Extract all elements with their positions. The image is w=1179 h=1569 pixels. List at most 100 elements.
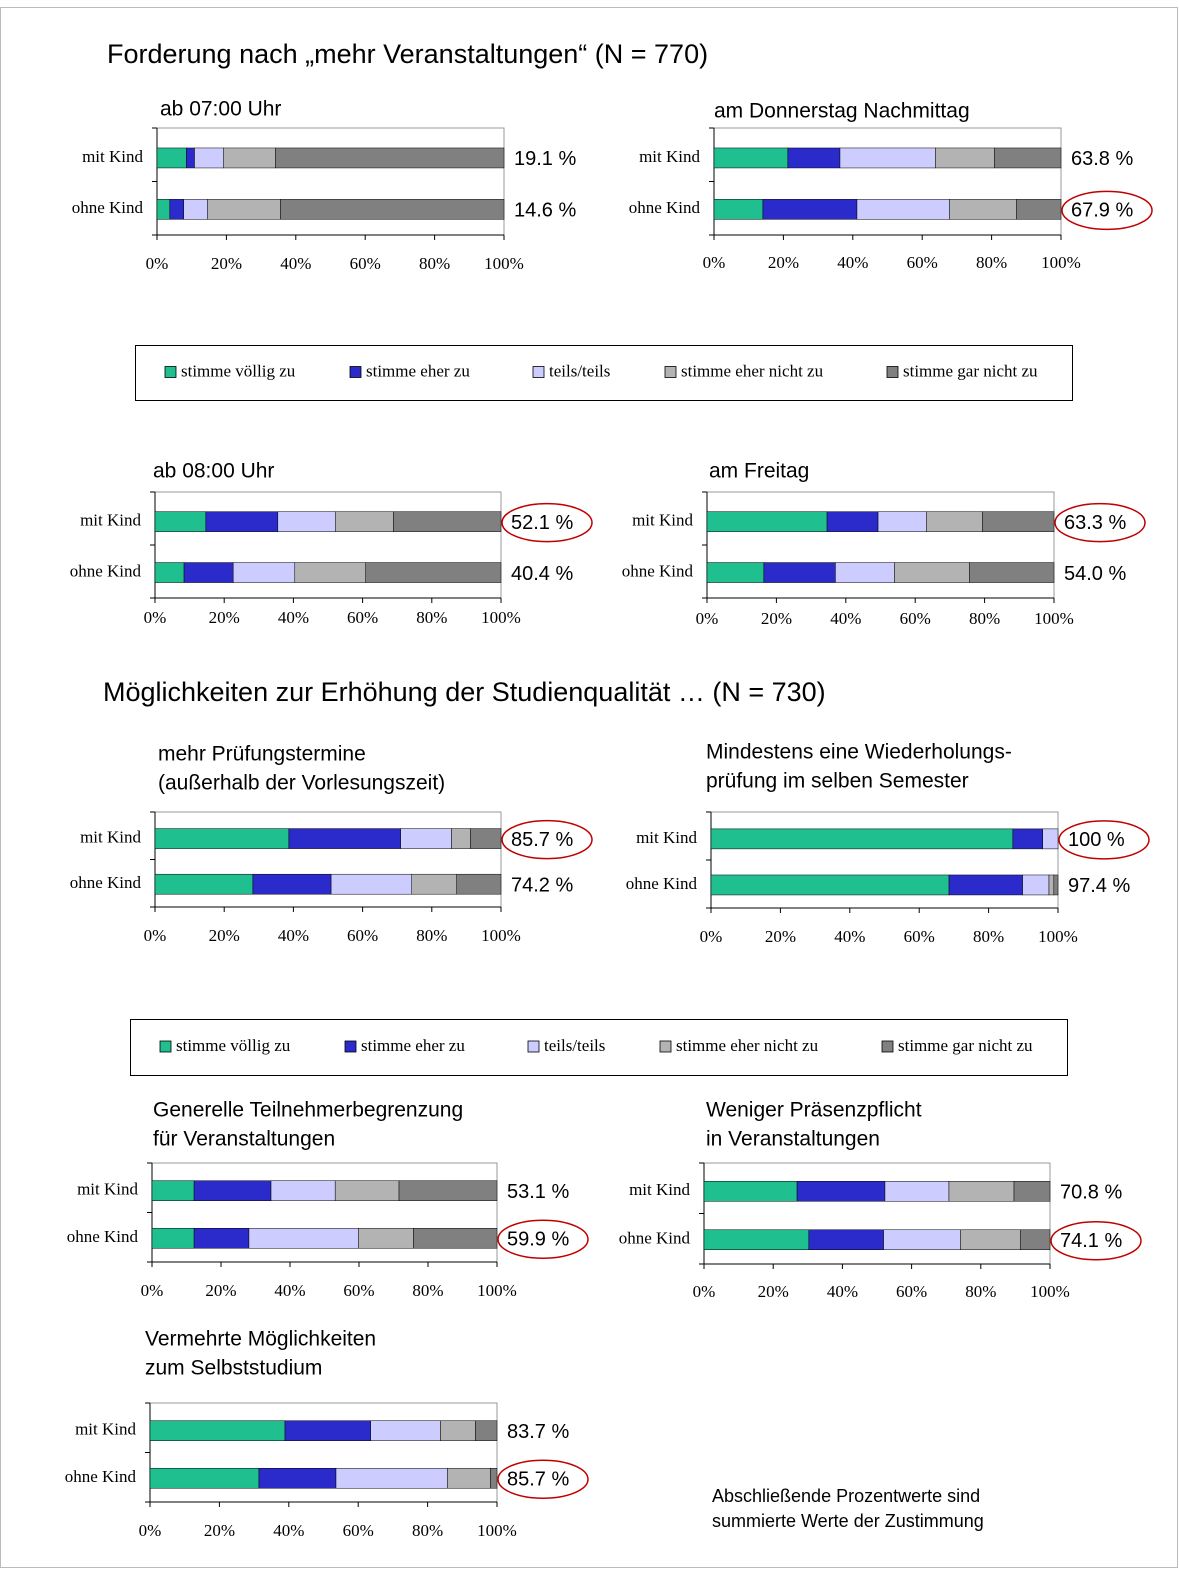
x-tick-label: 100% — [1034, 609, 1074, 628]
x-tick-label: 40% — [837, 253, 868, 272]
x-tick-label: 20% — [761, 609, 792, 628]
bar-segment — [223, 147, 276, 169]
x-tick-label: 100% — [1038, 927, 1078, 946]
bar-segment — [713, 199, 764, 220]
bar-segment — [277, 511, 336, 532]
x-tick-label: 80% — [969, 609, 1000, 628]
bar-segment — [258, 1467, 337, 1489]
x-tick-label: 80% — [976, 253, 1007, 272]
bar-segment — [856, 199, 950, 220]
legend-label: stimme völlig zu — [176, 1036, 291, 1055]
legend-swatch — [886, 366, 899, 378]
bar-segment — [205, 511, 279, 532]
x-tick-label: 40% — [834, 927, 865, 946]
legend-label: teils/teils — [549, 361, 610, 380]
legend-label: stimme eher zu — [361, 1036, 465, 1055]
legend-label: stimme gar nicht zu — [903, 361, 1038, 380]
highlight-circle — [1050, 1221, 1142, 1261]
x-tick-label: 20% — [758, 1282, 789, 1301]
total-label: 14.6 % — [514, 200, 576, 222]
bar-segment — [969, 562, 1055, 583]
highlight-circle — [497, 1459, 589, 1499]
legend-swatch — [159, 1040, 172, 1053]
bar-segment — [252, 873, 332, 895]
bar-segment — [982, 511, 1055, 532]
total-label: 85.7 % — [511, 829, 573, 851]
bar-segment — [808, 1229, 884, 1251]
chart-title: Weniger Präsenzpflicht — [706, 1099, 922, 1122]
x-tick-label: 0% — [139, 1521, 162, 1540]
bar-segment — [440, 1420, 476, 1441]
category-label: mit Kind — [639, 147, 700, 166]
chart-title: zum Selbststudium — [145, 1357, 322, 1380]
bar-segment — [411, 873, 457, 895]
category-label: ohne Kind — [65, 1467, 137, 1486]
x-tick-label: 40% — [827, 1282, 858, 1301]
highlight-circle — [1054, 502, 1146, 543]
bar-segment — [330, 873, 412, 895]
bar-segment — [183, 562, 234, 583]
total-label: 74.1 % — [1060, 1230, 1122, 1252]
highlight-circle — [501, 502, 593, 543]
bar-segment — [926, 511, 983, 532]
x-tick-label: 60% — [907, 253, 938, 272]
x-tick-label: 20% — [205, 1281, 236, 1300]
chart-title: ab 07:00 Uhr — [160, 98, 281, 121]
bar-segment — [365, 562, 502, 583]
bar-segment — [248, 1227, 359, 1249]
bar-segment — [284, 1420, 371, 1441]
bar-segment — [194, 147, 224, 169]
page-frame — [0, 7, 1178, 1568]
category-label: mit Kind — [80, 828, 141, 847]
x-tick-label: 20% — [765, 927, 796, 946]
bar-segment — [275, 147, 505, 169]
total-label: 52.1 % — [511, 512, 573, 534]
bar-segment — [883, 1229, 961, 1251]
bar-segment — [335, 1467, 448, 1489]
bar-segment — [710, 874, 950, 896]
legend-label: stimme völlig zu — [181, 361, 296, 380]
bar-segment — [1013, 1181, 1051, 1202]
legend-swatch — [532, 366, 545, 378]
highlight-circle — [501, 819, 593, 860]
bar-segment — [207, 199, 281, 220]
x-tick-label: 100% — [1030, 1282, 1070, 1301]
bar-segment — [839, 147, 936, 169]
bar-segment — [193, 1180, 272, 1201]
legend-box — [130, 1019, 1068, 1076]
category-label: ohne Kind — [70, 561, 142, 580]
bar-segment — [280, 199, 505, 220]
bar-segment — [400, 828, 452, 849]
chart-title: am Freitag — [709, 460, 809, 483]
category-label: ohne Kind — [67, 1227, 139, 1246]
total-label: 74.2 % — [511, 874, 573, 896]
x-tick-label: 0% — [703, 253, 726, 272]
x-tick-label: 20% — [209, 926, 240, 945]
total-label: 59.9 % — [507, 1229, 569, 1251]
total-label: 63.3 % — [1064, 512, 1126, 534]
x-tick-label: 100% — [1041, 253, 1081, 272]
bar-segment — [413, 1227, 498, 1249]
bar-segment — [713, 147, 789, 169]
bar-segment — [149, 1467, 260, 1489]
total-label: 19.1 % — [514, 148, 576, 170]
x-tick-label: 100% — [481, 608, 521, 627]
total-label: 97.4 % — [1068, 875, 1130, 897]
category-label: ohne Kind — [626, 874, 698, 893]
category-label: mit Kind — [82, 147, 143, 166]
bar-segment — [949, 199, 1017, 220]
note: Abschließende Prozentwerte sind — [712, 1486, 980, 1506]
bar-segment — [358, 1227, 414, 1249]
x-tick-label: 80% — [412, 1521, 443, 1540]
bar-segment — [935, 147, 995, 169]
x-tick-label: 80% — [416, 926, 447, 945]
legend-swatch — [664, 366, 677, 378]
x-tick-label: 80% — [412, 1281, 443, 1300]
section-title: Möglichkeiten zur Erhöhung der Studienqu… — [103, 677, 826, 707]
highlight-circle — [1058, 820, 1150, 860]
chart-title: Generelle Teilnehmerbegrenzung — [153, 1099, 463, 1122]
chart-title: mehr Prüfungstermine — [158, 743, 366, 766]
bar-segment — [169, 199, 184, 220]
category-label: ohne Kind — [619, 1229, 691, 1248]
bar-segment — [270, 1180, 336, 1201]
